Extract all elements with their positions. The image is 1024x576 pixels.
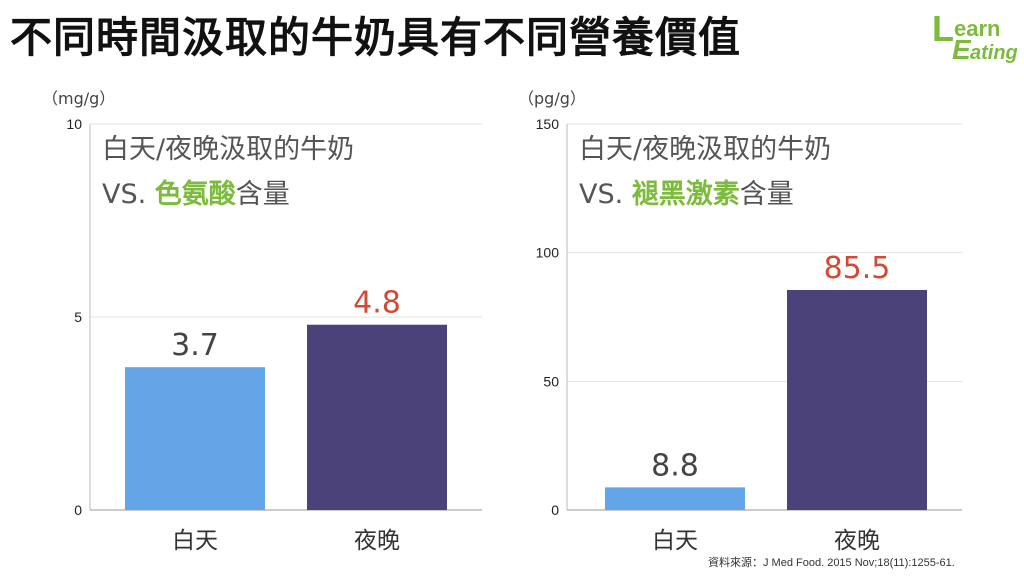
y-tick-label: 50: [543, 373, 559, 389]
logo-text: ating: [970, 42, 1018, 64]
chart-title-line1: 白天/夜晚汲取的牛奶: [579, 134, 831, 165]
y-tick-label: 5: [74, 309, 82, 325]
bar-value-label: 4.8: [353, 286, 401, 321]
bar: [787, 289, 927, 510]
bar: [125, 367, 265, 510]
logo-letter: L: [932, 8, 954, 49]
title-suffix: 含量: [740, 179, 794, 210]
title-highlight: 褪黑激素: [632, 178, 740, 210]
x-category-label: 夜晚: [834, 528, 880, 554]
y-tick-label: 10: [66, 116, 82, 132]
source-citation: 資料來源：J Med Food. 2015 Nov;18(11):1255-61…: [708, 557, 955, 569]
bar-value-label: 85.5: [824, 251, 891, 286]
bar: [307, 324, 447, 510]
unit-label: （pg/g）: [518, 89, 586, 108]
y-tick-label: 0: [74, 502, 82, 518]
y-tick-label: 150: [536, 116, 560, 132]
y-tick-label: 0: [551, 502, 559, 518]
bar: [605, 487, 745, 510]
chart-title-line2: VS. 褪黑激素含量: [579, 178, 794, 210]
title-prefix: VS.: [102, 179, 155, 210]
title-highlight: 色氨酸: [155, 178, 237, 210]
learn-eating-logo: L earn E ating: [930, 8, 1020, 68]
chart-title-line1: 白天/夜晚汲取的牛奶: [102, 134, 354, 165]
y-tick-label: 100: [536, 245, 560, 261]
x-category-label: 白天: [172, 528, 218, 554]
x-category-label: 白天: [652, 528, 698, 554]
bar-value-label: 8.8: [651, 448, 699, 483]
x-category-label: 夜晚: [354, 528, 400, 554]
unit-label: （mg/g）: [42, 89, 115, 108]
page-title: 不同時間汲取的牛奶具有不同營養價值: [10, 13, 742, 62]
title-suffix: 含量: [236, 179, 290, 210]
chart-title-line2: VS. 色氨酸含量: [102, 178, 290, 210]
logo-letter: E: [952, 34, 971, 65]
bar-value-label: 3.7: [171, 328, 219, 363]
logo-text: earn: [954, 16, 1001, 41]
title-prefix: VS.: [579, 179, 632, 210]
